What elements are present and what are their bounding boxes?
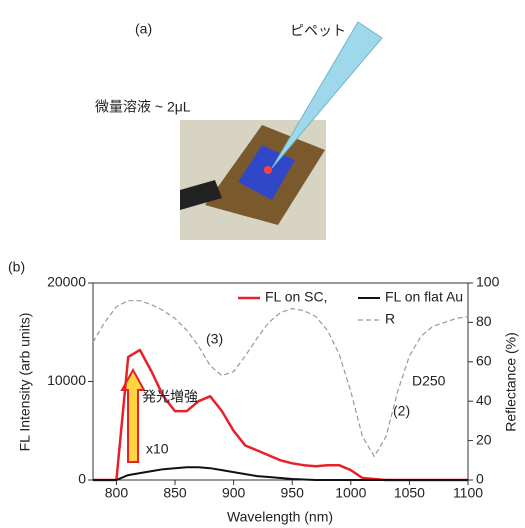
legend-label: FL on flat Au — [385, 289, 463, 305]
y2-tick-label: 80 — [476, 313, 492, 329]
y2-tick-label: 20 — [476, 431, 492, 447]
x-axis-label: Wavelength (nm) — [227, 509, 333, 525]
y2-tick-label: 40 — [476, 392, 492, 408]
annotation: 発光増強 — [142, 389, 198, 405]
pipette — [272, 22, 382, 168]
annotation: (3) — [206, 331, 223, 347]
x-tick-label: 900 — [222, 485, 246, 501]
y-tick-label: 20000 — [47, 274, 86, 290]
x-tick-label: 800 — [105, 485, 129, 501]
panel-label: (a) — [135, 21, 152, 37]
y-axis-label: FL Intensity (arb units) — [17, 313, 33, 452]
y2-tick-label: 0 — [476, 471, 484, 487]
panel-label: (b) — [8, 259, 25, 275]
y2-axis-label: Reflectance (%) — [503, 332, 519, 432]
x-tick-label: 1100 — [453, 485, 483, 501]
x-tick-label: 850 — [163, 485, 187, 501]
x-tick-label: 950 — [281, 485, 305, 501]
figure: (a) ピペット 微量溶液 ~ 2μL (b) Wavelength (nm) … — [0, 0, 525, 528]
series-line — [93, 350, 468, 480]
pipette-label: ピペット — [290, 23, 346, 39]
annotation: x10 — [146, 441, 169, 457]
x-tick-label: 1000 — [335, 485, 366, 501]
legend-label: R — [385, 311, 395, 327]
x-tick-label: 1050 — [394, 485, 425, 501]
y2-tick-label: 100 — [476, 274, 500, 290]
y2-tick-label: 60 — [476, 353, 492, 369]
legend-label: FL on SC, — [265, 289, 328, 305]
y-tick-label: 10000 — [47, 372, 86, 388]
series-line — [93, 467, 468, 480]
y-tick-label: 0 — [78, 471, 86, 487]
annotation: (2) — [393, 403, 410, 419]
droplet-label: 微量溶液 ~ 2μL — [95, 99, 191, 115]
annotation: D250 — [412, 373, 446, 389]
droplet — [264, 166, 272, 174]
